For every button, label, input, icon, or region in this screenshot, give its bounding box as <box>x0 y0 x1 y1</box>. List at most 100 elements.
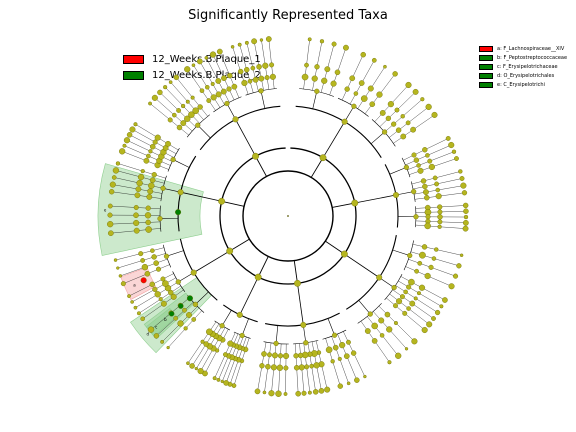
family-node <box>391 121 397 127</box>
family-node <box>252 76 259 83</box>
species-node <box>220 379 224 384</box>
genus-node <box>371 338 378 344</box>
family-node <box>406 284 412 290</box>
species-node <box>189 363 195 369</box>
species-node <box>387 360 392 365</box>
family-node <box>210 94 217 101</box>
genus-node <box>154 134 161 141</box>
genus-node <box>190 95 195 100</box>
species-node <box>461 190 468 196</box>
genus-node <box>158 297 163 302</box>
genus-node <box>160 300 167 307</box>
order-node <box>382 129 388 135</box>
species-node <box>460 182 467 189</box>
genus-node <box>177 320 184 327</box>
edge-phylum <box>332 202 355 208</box>
genus-node <box>283 365 289 371</box>
species-node <box>108 230 114 237</box>
edge-class <box>354 194 397 204</box>
genus-node <box>203 341 209 347</box>
genus-node <box>437 209 443 215</box>
genus-node <box>199 88 205 93</box>
family-node <box>145 219 151 226</box>
edge-phylum <box>325 240 345 255</box>
genus-node <box>437 219 443 225</box>
genus-node <box>140 169 145 174</box>
enriched-node-a <box>140 277 147 284</box>
family-node <box>344 86 350 92</box>
species-node <box>111 175 117 180</box>
species-node <box>448 283 455 290</box>
family-node <box>321 77 328 84</box>
family-node <box>399 294 405 300</box>
species-node <box>108 189 115 195</box>
taxa-label-a: a: F_Lachnospiraceae__XIV <box>497 45 565 52</box>
family-node <box>145 226 152 233</box>
genus-node <box>387 101 394 108</box>
species-node <box>173 74 180 81</box>
family-node <box>297 352 304 359</box>
species-node <box>140 316 145 322</box>
clade-label-d: d <box>147 332 150 337</box>
family-node <box>168 289 174 296</box>
family-node <box>220 88 227 95</box>
species-node <box>265 36 272 42</box>
genus-node <box>343 353 350 360</box>
phylum-node <box>340 250 348 258</box>
edge-phylum <box>257 256 269 278</box>
species-node <box>254 388 261 395</box>
genus-node <box>432 175 438 181</box>
species-node <box>163 85 168 90</box>
species-node <box>463 208 469 214</box>
species-node <box>439 304 444 309</box>
species-node <box>212 376 217 381</box>
family-node <box>144 212 152 219</box>
species-node <box>160 339 165 344</box>
phylum-node <box>226 247 234 255</box>
species-node <box>421 326 428 334</box>
phylum-node <box>218 197 226 205</box>
family-node <box>371 322 378 330</box>
family-node <box>227 340 234 347</box>
species-node <box>147 326 155 333</box>
genus-node <box>435 193 442 200</box>
species-node <box>251 38 258 45</box>
edge-class <box>344 253 380 278</box>
species-node <box>151 94 158 101</box>
genus-node <box>405 120 411 126</box>
family-node <box>419 251 426 259</box>
family-node <box>403 289 408 295</box>
ring-level-2 <box>219 147 357 285</box>
family-node <box>332 344 339 351</box>
order-node <box>273 340 279 347</box>
order-node <box>407 252 413 259</box>
genus-node <box>431 256 437 261</box>
family-node <box>231 83 238 90</box>
genus-node <box>393 321 398 326</box>
order-node <box>411 188 417 195</box>
species-node <box>331 41 337 47</box>
genus-node <box>298 364 305 371</box>
taxa-label-e: e: C_Erysipelotrichi <box>497 81 545 88</box>
family-node <box>192 107 199 115</box>
order-node <box>314 88 320 94</box>
species-node <box>431 111 438 118</box>
family-node <box>421 244 428 250</box>
family-node <box>396 298 403 305</box>
family-node <box>311 75 318 82</box>
genus-node <box>394 107 400 113</box>
genus-node <box>148 149 153 154</box>
family-node <box>379 110 386 116</box>
family-node <box>384 311 391 318</box>
genus-node <box>386 326 393 333</box>
genus-node <box>427 158 433 164</box>
genus-node <box>137 173 145 181</box>
genus-node <box>152 286 158 292</box>
edge-phylum <box>310 157 324 178</box>
species-node <box>307 37 312 42</box>
species-node <box>420 97 425 102</box>
species-node <box>346 381 351 386</box>
species-node <box>452 273 459 279</box>
species-node <box>191 63 196 67</box>
species-node <box>262 390 267 395</box>
